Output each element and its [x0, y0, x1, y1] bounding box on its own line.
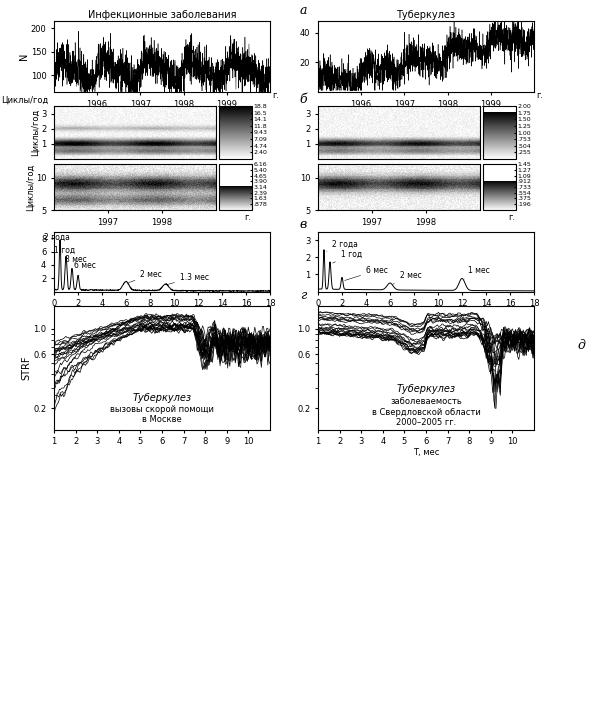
Text: б: б: [299, 93, 307, 105]
Text: 1 год: 1 год: [55, 246, 76, 258]
Text: г.: г.: [244, 214, 251, 223]
Text: г.: г.: [536, 90, 543, 100]
Text: в: в: [299, 218, 307, 231]
Y-axis label: STRF: STRF: [22, 356, 32, 380]
Y-axis label: N: N: [19, 53, 29, 60]
Y-axis label: Циклы/год: Циклы/год: [25, 164, 34, 211]
X-axis label: Циклы/год: Циклы/год: [139, 310, 185, 319]
Text: г: г: [300, 288, 306, 302]
Text: в Свердловской области: в Свердловской области: [371, 408, 481, 416]
Text: 1.3 мес: 1.3 мес: [168, 273, 209, 284]
Text: 2 мес: 2 мес: [128, 270, 162, 283]
Text: 1 год: 1 год: [332, 250, 362, 263]
Text: 2 года: 2 года: [44, 233, 70, 242]
Title: Инфекционные заболевания: Инфекционные заболевания: [88, 11, 236, 21]
Text: 6 мес: 6 мес: [344, 266, 388, 281]
Text: 2000–2005 гг.: 2000–2005 гг.: [396, 418, 456, 426]
Text: заболеваемость: заболеваемость: [390, 397, 462, 406]
Text: 2 года: 2 года: [326, 240, 358, 251]
Text: д: д: [577, 339, 585, 352]
Text: Туберкулез: Туберкулез: [397, 385, 455, 395]
Y-axis label: Циклы/год: Циклы/год: [31, 109, 40, 156]
Text: в Москве: в Москве: [142, 415, 182, 424]
X-axis label: Циклы/год: Циклы/год: [403, 310, 449, 319]
Text: Туберкулез: Туберкулез: [133, 393, 191, 403]
Text: а: а: [299, 4, 307, 17]
X-axis label: T, мес: T, мес: [413, 448, 439, 457]
Title: Туберкулез: Туберкулез: [397, 11, 455, 21]
Text: 1 мес: 1 мес: [464, 266, 490, 279]
Text: г.: г.: [508, 214, 515, 223]
Text: 6 мес: 6 мес: [74, 262, 96, 277]
Text: 2 мес: 2 мес: [392, 271, 421, 284]
Text: Циклы/год: Циклы/год: [1, 95, 48, 105]
Text: 8 мес: 8 мес: [65, 255, 86, 270]
Text: г.: г.: [272, 90, 279, 100]
Text: вызовы скорой помощи: вызовы скорой помощи: [110, 405, 214, 414]
